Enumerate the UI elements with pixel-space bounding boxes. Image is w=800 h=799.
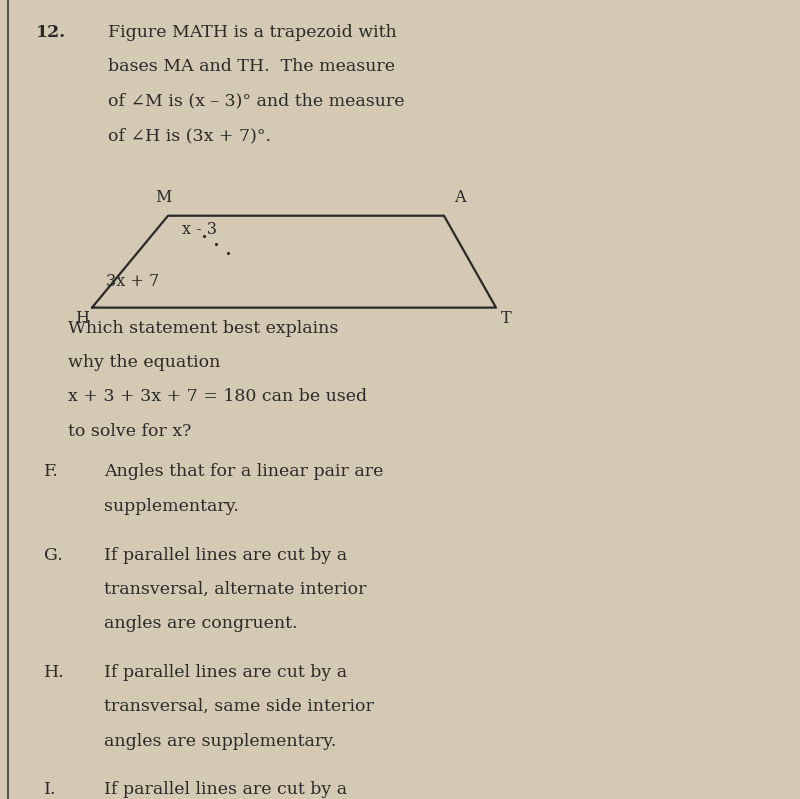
Text: If parallel lines are cut by a: If parallel lines are cut by a bbox=[104, 547, 347, 563]
Text: angles are congruent.: angles are congruent. bbox=[104, 615, 298, 632]
Text: I.: I. bbox=[44, 781, 57, 798]
Text: T: T bbox=[501, 311, 511, 328]
Text: F.: F. bbox=[44, 463, 59, 480]
Text: to solve for x?: to solve for x? bbox=[68, 423, 191, 439]
Text: transversal, same side interior: transversal, same side interior bbox=[104, 698, 374, 715]
Text: Which statement best explains: Which statement best explains bbox=[68, 320, 338, 336]
Text: x - 3: x - 3 bbox=[182, 221, 218, 237]
Text: why the equation: why the equation bbox=[68, 354, 220, 371]
Text: Figure MATH is a trapezoid with: Figure MATH is a trapezoid with bbox=[108, 24, 397, 41]
Text: of ∠H is (3x + 7)°.: of ∠H is (3x + 7)°. bbox=[108, 127, 271, 144]
Text: of ∠M is (x – 3)° and the measure: of ∠M is (x – 3)° and the measure bbox=[108, 93, 405, 109]
Text: H: H bbox=[75, 311, 89, 328]
Text: 3x + 7: 3x + 7 bbox=[106, 273, 160, 290]
Text: x + 3 + 3x + 7 = 180 can be used: x + 3 + 3x + 7 = 180 can be used bbox=[68, 388, 367, 405]
Text: 12.: 12. bbox=[36, 24, 66, 41]
Text: H.: H. bbox=[44, 664, 65, 681]
Text: bases MA and TH.  The measure: bases MA and TH. The measure bbox=[108, 58, 395, 75]
Text: If parallel lines are cut by a: If parallel lines are cut by a bbox=[104, 664, 347, 681]
Text: supplementary.: supplementary. bbox=[104, 498, 239, 515]
Text: G.: G. bbox=[44, 547, 62, 563]
Text: If parallel lines are cut by a: If parallel lines are cut by a bbox=[104, 781, 347, 798]
Text: angles are supplementary.: angles are supplementary. bbox=[104, 733, 336, 749]
Text: M: M bbox=[155, 189, 171, 206]
Text: A: A bbox=[454, 189, 465, 206]
Text: Angles that for a linear pair are: Angles that for a linear pair are bbox=[104, 463, 383, 480]
Text: transversal, alternate interior: transversal, alternate interior bbox=[104, 581, 366, 598]
